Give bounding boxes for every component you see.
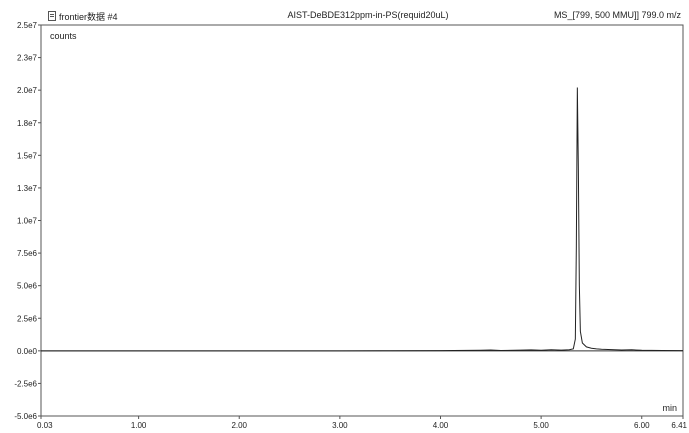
document-icon [48, 11, 56, 21]
x-tick-label: 1.00 [131, 421, 147, 430]
y-tick-label: 2.0e7 [17, 86, 38, 95]
x-axis: 0.03 1.00 2.00 3.00 4.00 5.00 6.00 6.41 [37, 416, 688, 430]
x-tick-label: 6.41 [671, 421, 687, 430]
chromatogram-trace [41, 87, 684, 352]
x-tick-label: 6.00 [634, 421, 650, 430]
y-tick-label: 0.0e0 [17, 347, 38, 356]
y-tick-label: 2.3e7 [17, 54, 38, 63]
y-axis-label: counts [50, 31, 77, 41]
x-axis-label: min [662, 403, 677, 413]
y-tick-label: -5.0e6 [14, 412, 37, 421]
y-tick-label: 1.3e7 [17, 184, 38, 193]
trace-name: frontier数据 #4 [59, 12, 118, 22]
y-axis: 2.5e7 2.3e7 2.0e7 1.8e7 1.5e7 1.3e7 1.0e7 7.5e6… [14, 21, 41, 421]
y-tick-label: 5.0e6 [17, 282, 38, 291]
trace-label: frontier数据 #4 [48, 10, 118, 23]
plot-frame [40, 24, 684, 417]
x-tick-label: 4.00 [433, 421, 449, 430]
sample-title: AIST-DeBDE312ppm-in-PS(requid20uL) [287, 10, 449, 20]
x-tick-label: 0.03 [37, 421, 53, 430]
x-tick-label: 3.00 [332, 421, 348, 430]
y-tick-label: -2.5e6 [14, 379, 37, 388]
x-tick-label: 5.00 [533, 421, 549, 430]
y-tick-label: 2.5e6 [17, 314, 38, 323]
y-tick-label: 1.8e7 [17, 119, 38, 128]
chromatogram-header: frontier数据 #4 AIST-DeBDE312ppm-in-PS(req… [0, 0, 689, 22]
ion-range-label: MS_[799, 500 MMU]] 799.0 m/z [553, 10, 681, 20]
y-tick-label: 7.5e6 [17, 249, 38, 258]
y-tick-label: 2.5e7 [17, 21, 38, 30]
y-tick-label: 1.5e7 [17, 151, 38, 160]
y-tick-label: 1.0e7 [17, 217, 38, 226]
x-tick-label: 2.00 [231, 421, 247, 430]
